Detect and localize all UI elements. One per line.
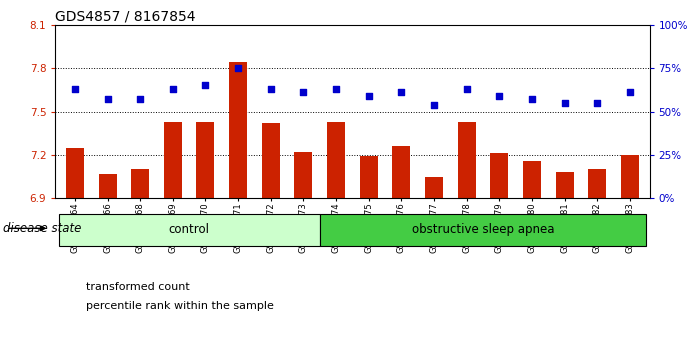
Bar — [621, 155, 639, 198]
Point — [527, 97, 538, 102]
Point — [167, 86, 178, 92]
Text: obstructive sleep apnea: obstructive sleep apnea — [412, 223, 554, 236]
Bar — [327, 122, 345, 198]
Bar — [588, 169, 606, 198]
Point — [494, 93, 505, 99]
Bar — [59, 214, 320, 246]
Point — [625, 90, 636, 95]
Bar — [556, 172, 574, 198]
Bar — [164, 122, 182, 198]
Point — [200, 82, 211, 88]
Bar — [196, 122, 214, 198]
Point — [559, 100, 570, 105]
Text: control: control — [169, 223, 209, 236]
Bar — [294, 152, 312, 198]
Point — [461, 86, 472, 92]
Bar — [523, 161, 541, 198]
Bar — [320, 214, 646, 246]
Point — [396, 90, 407, 95]
Point — [69, 86, 80, 92]
Point — [135, 97, 146, 102]
Point — [330, 86, 341, 92]
Point — [233, 65, 244, 71]
Bar — [491, 153, 509, 198]
Bar — [392, 146, 410, 198]
Bar — [229, 62, 247, 198]
Point — [363, 93, 375, 99]
Bar — [66, 148, 84, 198]
Point — [265, 86, 276, 92]
Point — [591, 100, 603, 105]
Point — [428, 102, 439, 107]
Bar — [262, 123, 280, 198]
Bar — [131, 169, 149, 198]
Text: percentile rank within the sample: percentile rank within the sample — [86, 301, 274, 311]
Text: transformed count: transformed count — [86, 282, 190, 292]
Point — [102, 97, 113, 102]
Point — [298, 90, 309, 95]
Text: disease state: disease state — [3, 222, 82, 235]
Bar — [425, 177, 443, 198]
Bar — [360, 156, 378, 198]
Bar — [457, 122, 475, 198]
Bar — [99, 174, 117, 198]
Text: GDS4857 / 8167854: GDS4857 / 8167854 — [55, 10, 196, 24]
